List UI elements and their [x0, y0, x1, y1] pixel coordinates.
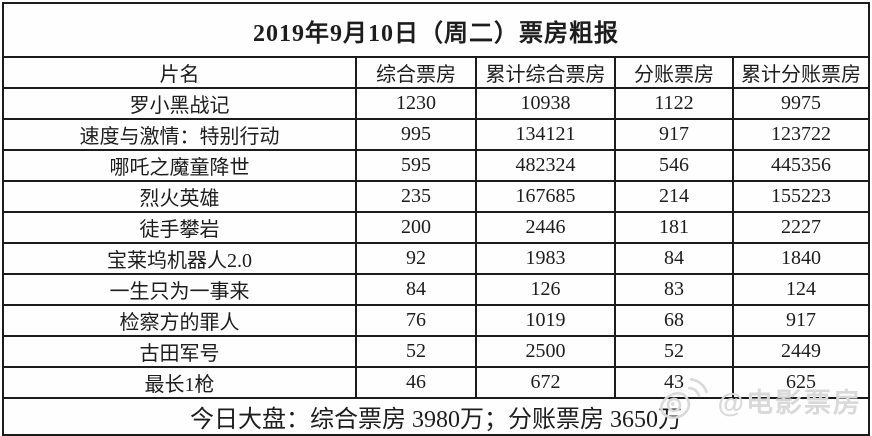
- value-cell: 76: [355, 304, 477, 337]
- table-row: 速度与激情：特别行动 995 134121 917 123722: [2, 118, 871, 151]
- value-cell: 43: [614, 366, 734, 399]
- value-cell: 917: [614, 118, 734, 151]
- value-cell: 68: [614, 304, 734, 337]
- value-cell: 1230: [355, 87, 477, 120]
- film-name-cell: 烈火英雄: [2, 180, 357, 213]
- value-cell: 672: [475, 366, 616, 399]
- value-cell: 595: [355, 149, 477, 182]
- value-cell: 124: [731, 273, 871, 306]
- value-cell: 482324: [475, 149, 616, 182]
- value-cell: 92: [355, 242, 477, 275]
- value-cell: 126: [475, 273, 616, 306]
- value-cell: 10938: [475, 87, 616, 120]
- column-header-cume-split: 累计分账票房: [731, 56, 871, 89]
- footer-row: 今日大盘：综合票房 3980万；分账票房 3650万: [1, 397, 871, 436]
- value-cell: 2500: [475, 335, 616, 368]
- value-cell: 917: [731, 304, 871, 337]
- value-cell: 2446: [475, 211, 616, 244]
- film-name-cell: 宝莱坞机器人2.0: [2, 242, 357, 275]
- film-name-cell: 一生只为一事来: [2, 273, 357, 306]
- title-row: 2019年9月10日（周二）票房粗报: [1, 2, 871, 58]
- table-row: 罗小黑战记 1230 10938 1122 9975: [2, 87, 871, 120]
- value-cell: 1122: [614, 87, 734, 120]
- value-cell: 235: [355, 180, 477, 213]
- value-cell: 181: [614, 211, 734, 244]
- value-cell: 1840: [731, 242, 871, 275]
- film-name-cell: 速度与激情：特别行动: [2, 118, 357, 151]
- film-name-cell: 古田军号: [2, 335, 357, 368]
- value-cell: 1019: [475, 304, 616, 337]
- value-cell: 84: [355, 273, 477, 306]
- value-cell: 214: [614, 180, 734, 213]
- value-cell: 155223: [731, 180, 871, 213]
- value-cell: 46: [355, 366, 477, 399]
- film-name-cell: 最长1枪: [2, 366, 357, 399]
- film-name-cell: 徒手攀岩: [2, 211, 357, 244]
- table-row: 最长1枪 46 672 43 625: [2, 366, 871, 399]
- table-row: 徒手攀岩 200 2446 181 2227: [2, 211, 871, 244]
- value-cell: 84: [614, 242, 734, 275]
- value-cell: 200: [355, 211, 477, 244]
- table-row: 检察方的罪人 76 1019 68 917: [2, 304, 871, 337]
- value-cell: 445356: [731, 149, 871, 182]
- value-cell: 52: [355, 335, 477, 368]
- film-name-cell: 罗小黑战记: [2, 87, 357, 120]
- value-cell: 995: [355, 118, 477, 151]
- film-name-cell: 检察方的罪人: [2, 304, 357, 337]
- value-cell: 123722: [731, 118, 871, 151]
- value-cell: 9975: [731, 87, 871, 120]
- report-title: 2019年9月10日（周二）票房粗报: [1, 2, 871, 58]
- value-cell: 167685: [475, 180, 616, 213]
- table-row: 宝莱坞机器人2.0 92 1983 84 1840: [2, 242, 871, 275]
- column-header-daily-split: 分账票房: [614, 56, 734, 89]
- table-row: 一生只为一事来 84 126 83 124: [2, 273, 871, 306]
- column-header-row: 片名 综合票房 累计综合票房 分账票房 累计分账票房: [2, 56, 871, 89]
- value-cell: 134121: [475, 118, 616, 151]
- value-cell: 625: [731, 366, 871, 399]
- value-cell: 2227: [731, 211, 871, 244]
- table-row: 哪吒之魔童降世 595 482324 546 445356: [2, 149, 871, 182]
- table-row: 烈火英雄 235 167685 214 155223: [2, 180, 871, 213]
- table-row: 古田军号 52 2500 52 2449: [2, 335, 871, 368]
- column-header-cume-gross: 累计综合票房: [475, 56, 616, 89]
- column-header-film: 片名: [2, 56, 357, 89]
- value-cell: 52: [614, 335, 734, 368]
- value-cell: 546: [614, 149, 734, 182]
- value-cell: 83: [614, 273, 734, 306]
- film-name-cell: 哪吒之魔童降世: [2, 149, 357, 182]
- column-header-daily-gross: 综合票房: [355, 56, 477, 89]
- value-cell: 1983: [475, 242, 616, 275]
- daily-total-summary: 今日大盘：综合票房 3980万；分账票房 3650万: [1, 397, 871, 436]
- value-cell: 2449: [731, 335, 871, 368]
